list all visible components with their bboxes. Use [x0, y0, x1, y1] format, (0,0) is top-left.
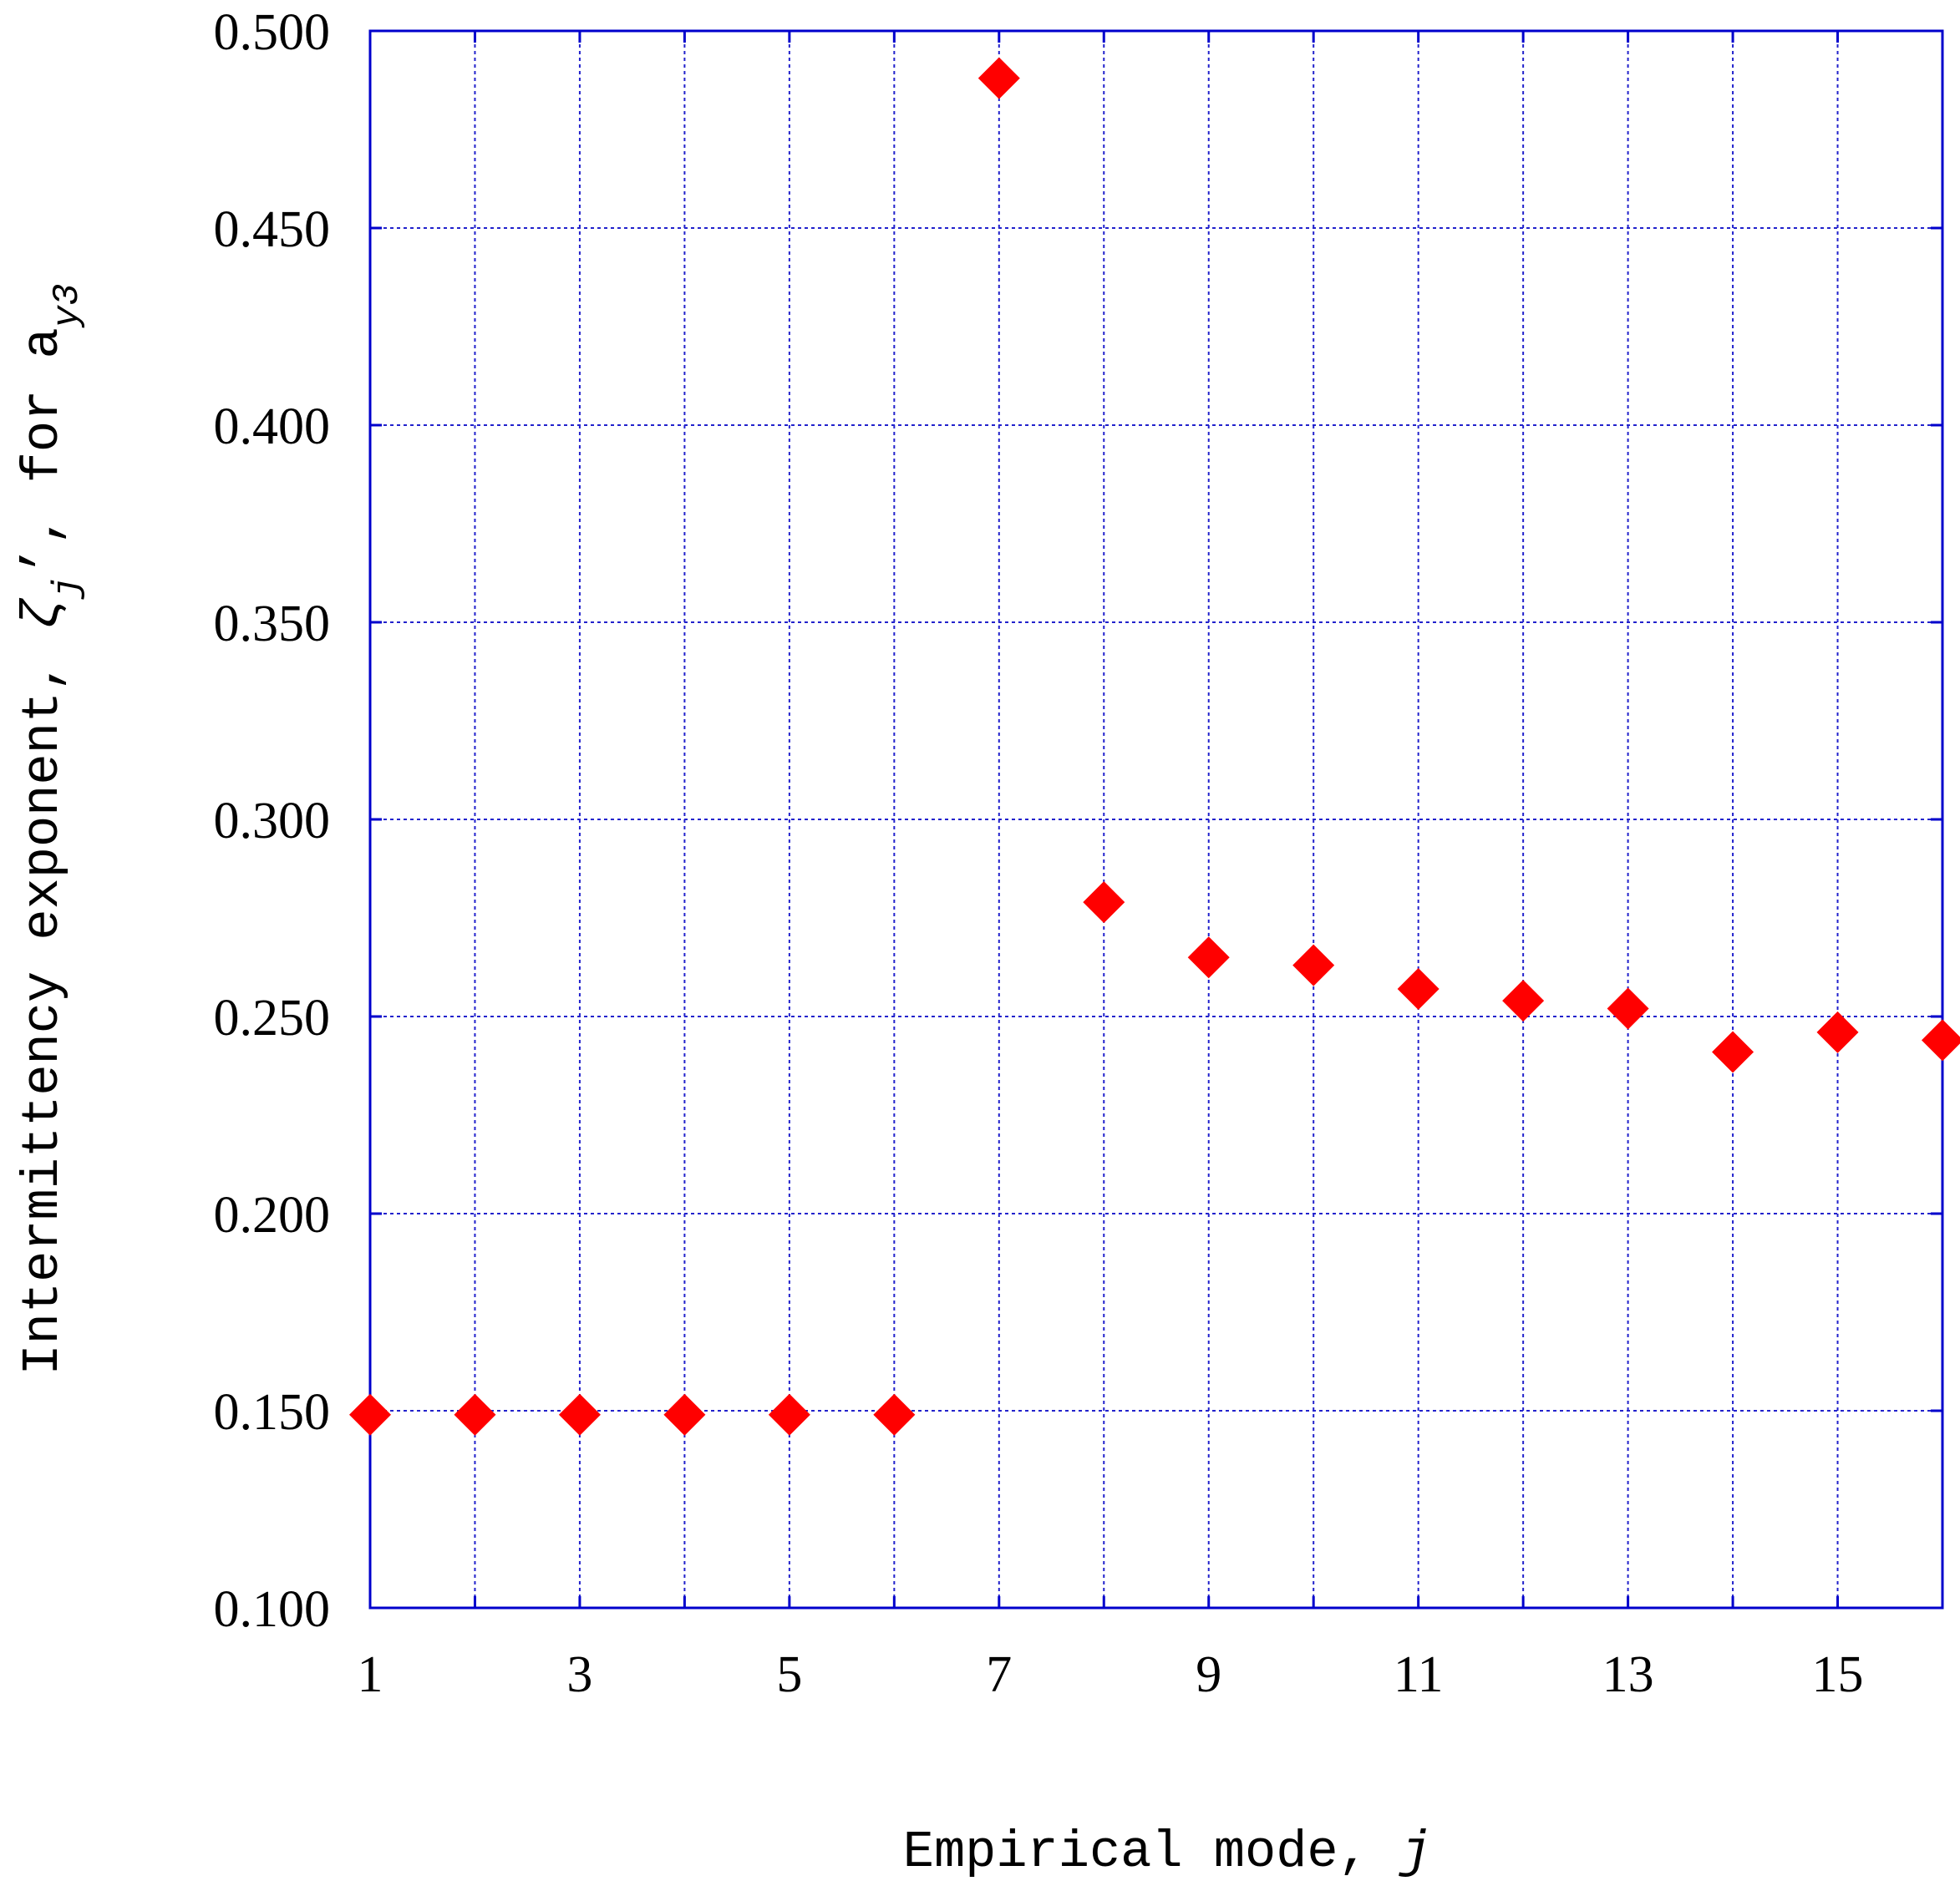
data-point [454, 1393, 496, 1436]
y-axis-title-prefix: Intermittency exponent, [13, 630, 73, 1376]
data-point [1397, 967, 1440, 1010]
y-axis-title: Intermittency exponent, ζj’, for ay3 [13, 283, 89, 1375]
data-point [663, 1393, 706, 1436]
y-axis-title-middle: ’, for [13, 359, 73, 576]
y-tick-label: 0.500 [214, 4, 331, 61]
x-axis-title-symbol: j [1399, 1823, 1431, 1881]
x-axis-title: Empirical mode, j [903, 1823, 1432, 1881]
data-point [349, 1393, 391, 1436]
data-point [1712, 1031, 1754, 1073]
x-tick-labels: 1 3 5 7 9 11 13 15 [358, 1646, 1864, 1703]
y-tick-label: 0.300 [214, 793, 331, 849]
data-point [768, 1393, 810, 1436]
axis-ticks [368, 29, 1944, 1610]
data-point [558, 1393, 601, 1436]
data-point [1607, 987, 1649, 1030]
data-points [349, 57, 1960, 1436]
data-point [1083, 881, 1125, 924]
data-point [977, 57, 1020, 99]
data-point [1922, 1019, 1960, 1062]
x-tick-label: 11 [1394, 1646, 1444, 1703]
y-tick-labels: 0.100 0.150 0.200 0.250 0.300 0.350 0.400 0.450… [214, 4, 331, 1638]
x-tick-label: 7 [986, 1646, 1012, 1703]
data-point [873, 1393, 916, 1436]
x-tick-label: 3 [566, 1646, 592, 1703]
y-tick-label: 0.400 [214, 398, 331, 455]
y-axis-title-var-sub: y3 [47, 283, 89, 328]
x-tick-label: 1 [358, 1646, 383, 1703]
x-axis-title-text: Empirical mode, [903, 1823, 1400, 1881]
data-point [1816, 1011, 1859, 1053]
data-point [1292, 944, 1335, 986]
y-tick-label: 0.350 [214, 596, 331, 652]
y-axis-title-symbol: ζ [13, 598, 73, 630]
x-tick-label: 5 [776, 1646, 802, 1703]
y-axis-title-symbol-sub: j [47, 576, 89, 600]
grid [370, 31, 1942, 1608]
y-tick-label: 0.250 [214, 990, 331, 1047]
y-tick-label: 0.450 [214, 201, 331, 258]
y-tick-label: 0.200 [214, 1187, 331, 1244]
x-tick-label: 13 [1602, 1646, 1654, 1703]
x-tick-label: 15 [1812, 1646, 1864, 1703]
y-tick-label: 0.100 [214, 1581, 331, 1638]
x-tick-label: 9 [1196, 1646, 1221, 1703]
y-axis-title-var: a [13, 327, 73, 358]
data-point [1502, 980, 1545, 1022]
y-tick-label: 0.150 [214, 1384, 331, 1441]
data-point [1187, 936, 1230, 979]
